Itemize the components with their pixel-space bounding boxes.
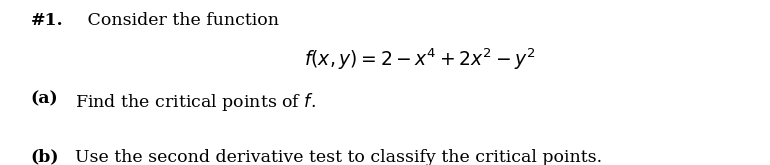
Text: Consider the function: Consider the function [71, 12, 279, 29]
Text: $f(x,y)=2-x^4+2x^2-y^2$: $f(x,y)=2-x^4+2x^2-y^2$ [304, 46, 536, 72]
Text: (b): (b) [31, 148, 59, 165]
Text: #1.: #1. [31, 12, 63, 29]
Text: Use the second derivative test to classify the critical points.: Use the second derivative test to classi… [64, 148, 602, 165]
Text: (a): (a) [31, 91, 59, 108]
Text: Find the critical points of $f$.: Find the critical points of $f$. [64, 91, 316, 113]
